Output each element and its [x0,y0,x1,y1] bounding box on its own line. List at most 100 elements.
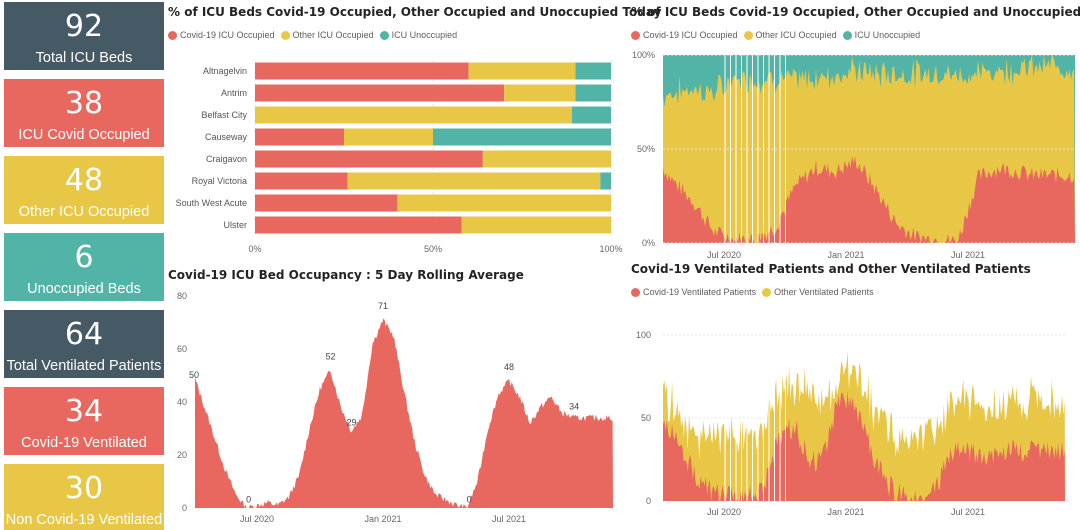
y-tick-label: 50% [637,144,655,154]
bar-segment [255,216,462,234]
chart-title-icu-history: % of ICU Beds Covid-19 Occupied, Other O… [631,5,1080,19]
bar-segment [255,150,483,168]
kpi-other-icu-occupied: 48 Other ICU Occupied [4,156,164,224]
kpi-label: Other ICU Occupied [18,204,150,220]
bar-segment [571,106,611,124]
y-tick-label: 50 [641,413,651,423]
legend-item[interactable]: Covid-19 Ventilated Patients [631,287,756,297]
kpi-label: ICU Covid Occupied [18,127,150,143]
x-tick-label: Jul 2021 [951,507,985,517]
legend-icu-history: Covid-19 ICU Occupied Other ICU Occupied… [631,30,926,40]
bar-segment [255,172,348,190]
legend-item[interactable]: Other Ventilated Patients [762,287,874,297]
y-tick-label: 0% [642,238,655,248]
kpi-label: Covid-19 Ventilated [21,435,147,451]
kpi-label: Total Ventilated Patients [6,358,162,374]
y-tick-label: 40 [177,397,187,407]
legend-dot [280,30,290,40]
legend-item[interactable]: Other ICU Occupied [743,30,837,40]
chart-title-rolling-average: Covid-19 ICU Bed Occupancy : 5 Day Rolli… [168,268,524,282]
x-tick-label: Jul 2020 [240,514,274,524]
area-series-covid [663,155,1075,243]
data-label: 0 [467,494,472,504]
legend-item[interactable]: ICU Unoccupied [842,30,921,40]
data-label: 71 [378,301,388,311]
x-tick-label: 100% [599,244,622,254]
data-label: 0 [246,494,251,504]
category-label: Craigavon [206,154,247,164]
y-tick-label: 80 [177,291,187,301]
chart-title-icu-today: % of ICU Beds Covid-19 Occupied, Other O… [168,5,662,19]
kpi-label: Unoccupied Beds [27,281,141,297]
legend-dot [842,30,852,40]
legend-label: Other ICU Occupied [755,30,837,40]
bar-segment [347,172,601,190]
kpi-non-covid-ventilated: 30 Non Covid-19 Ventilated [4,464,164,530]
kpi-total-icu-beds: 92 Total ICU Beds [4,2,164,70]
data-label: 34 [569,402,579,412]
bar-segment [482,150,611,168]
legend-dot [168,30,177,40]
kpi-value: 38 [64,86,104,121]
kpi-covid-ventilated: 34 Covid-19 Ventilated [4,387,164,455]
kpi-value: 64 [64,317,104,352]
legend-item[interactable]: ICU Unoccupied [379,30,458,40]
legend-label: Other Ventilated Patients [774,287,874,297]
kpi-total-ventilated: 64 Total Ventilated Patients [4,310,164,378]
legend-label: Covid-19 ICU Occupied [180,30,275,40]
bar-segment [255,128,344,146]
y-tick-label: 100% [632,50,655,60]
data-label: 50 [189,370,199,380]
x-tick-label: 50% [424,244,442,254]
chart-title-ventilated: Covid-19 Ventilated Patients and Other V… [631,262,1031,276]
data-label: 29 [346,418,356,428]
bar-segment [255,62,469,80]
y-tick-label: 0 [182,503,187,513]
category-label: Ulster [223,220,247,230]
bar-segment [600,172,611,190]
bar-segment [255,106,572,124]
kpi-value: 48 [64,163,104,198]
kpi-value: 6 [74,240,94,275]
legend-ventilated: Covid-19 Ventilated Patients Other Venti… [631,287,880,297]
legend-dot [743,30,753,40]
y-tick-label: 60 [177,344,187,354]
x-tick-label: Jul 2021 [951,250,985,260]
legend-dot [762,287,772,297]
x-tick-label: Jan 2021 [364,514,401,524]
bar-segment [575,84,611,102]
kpi-value: 30 [64,471,104,506]
legend-item[interactable]: Covid-19 ICU Occupied [168,30,275,40]
bar-segment [344,128,433,146]
area-series-covid-rolling [195,318,613,508]
legend-dot [379,30,389,40]
legend-label: Other ICU Occupied [292,30,374,40]
data-label: 52 [325,351,335,361]
x-tick-label: Jul 2020 [707,250,741,260]
bar-segment [468,62,576,80]
x-tick-label: Jul 2021 [492,514,526,524]
kpi-icu-covid-occupied: 38 ICU Covid Occupied [4,79,164,147]
y-tick-label: 20 [177,450,187,460]
kpi-value: 34 [64,394,104,429]
category-label: South West Acute [176,198,247,208]
kpi-label: Non Covid-19 Ventilated [5,512,163,528]
legend-item[interactable]: Covid-19 ICU Occupied [631,30,738,40]
category-label: Belfast City [201,110,247,120]
bar-segment [461,216,611,234]
legend-label: ICU Unoccupied [391,30,458,40]
bar-segment [575,62,611,80]
legend-dot [631,30,640,40]
bar-segment [255,84,505,102]
legend-label: ICU Unoccupied [854,30,921,40]
legend-dot [631,287,640,297]
category-label: Antrim [221,88,247,98]
x-tick-label: 0% [248,244,261,254]
y-tick-label: 100 [636,330,651,340]
legend-item[interactable]: Other ICU Occupied [280,30,374,40]
y-tick-label: 0 [646,496,651,506]
x-tick-label: Jan 2021 [827,507,864,517]
legend-label: Covid-19 ICU Occupied [643,30,738,40]
legend-label: Covid-19 Ventilated Patients [643,287,757,297]
